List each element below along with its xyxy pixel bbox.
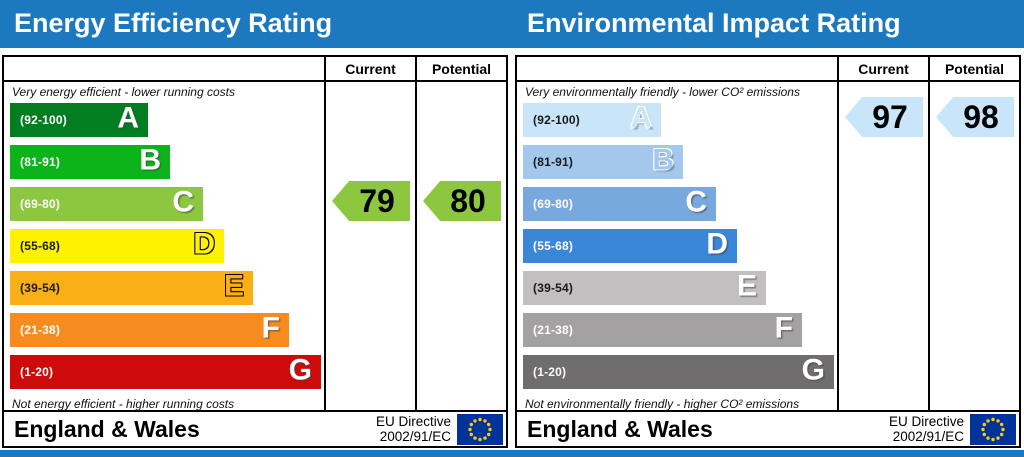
header-banner: Energy Efficiency Rating Environmental I… xyxy=(0,0,1024,48)
band-range: (69-80) xyxy=(533,197,574,211)
band-letter: G xyxy=(288,353,312,387)
band-g: (1-20) G xyxy=(10,353,321,389)
band-range: (21-38) xyxy=(533,323,574,337)
band-e: (39-54) E xyxy=(10,269,253,305)
panel-footer: England & Wales EU Directive 2002/91/EC xyxy=(4,410,506,446)
band-letter: B xyxy=(139,143,161,177)
band-a: (92-100) A xyxy=(10,101,148,137)
band-d: (55-68) D xyxy=(523,227,737,263)
band-range: (69-80) xyxy=(20,197,61,211)
band-b: (81-91) B xyxy=(10,143,170,179)
bottom-border-strip xyxy=(0,450,1024,457)
current-column-header: Current xyxy=(837,57,928,80)
band-range: (55-68) xyxy=(20,239,61,253)
band-letter: G xyxy=(801,353,825,387)
band-c: (69-80) C xyxy=(523,185,716,221)
potential-column-header: Potential xyxy=(928,57,1019,80)
environmental-impact-panel: Current Potential Very environmentally f… xyxy=(515,55,1021,448)
bottom-note: Not environmentally friendly - higher CO… xyxy=(525,397,800,411)
band-letter: A xyxy=(117,101,139,135)
eu-directive-line2: 2002/91/EC xyxy=(892,429,964,444)
bottom-note: Not energy efficient - higher running co… xyxy=(12,397,235,411)
band-range: (21-38) xyxy=(20,323,61,337)
energy-efficiency-panel: Current Potential Very energy efficient … xyxy=(2,55,508,448)
band-chart: Very environmentally friendly - lower CO… xyxy=(517,82,837,411)
band-g: (1-20) G xyxy=(523,353,834,389)
eu-directive-line1: EU Directive xyxy=(375,414,451,429)
band-range: (92-100) xyxy=(20,113,67,127)
header-spacer xyxy=(4,57,324,80)
potential-column-header: Potential xyxy=(415,57,506,80)
band-letter: B xyxy=(652,143,674,177)
band-letter: A xyxy=(630,101,652,135)
header-spacer xyxy=(517,57,837,80)
current-rating-value: 79 xyxy=(359,183,395,219)
band-range: (55-68) xyxy=(533,239,574,253)
band-letter: E xyxy=(223,269,244,303)
band-letter: D xyxy=(706,227,728,261)
band-range: (1-20) xyxy=(533,365,567,379)
potential-value-column: 80 xyxy=(415,82,506,410)
rating-body: Very environmentally friendly - lower CO… xyxy=(517,82,1019,411)
top-note: Very energy efficient - lower running co… xyxy=(12,85,235,99)
column-header-row: Current Potential xyxy=(517,57,1019,82)
band-range: (92-100) xyxy=(533,113,580,127)
band-a: (92-100) A xyxy=(523,101,661,137)
rating-body: Very energy efficient - lower running co… xyxy=(4,82,506,411)
panel-footer: England & Wales EU Directive 2002/91/EC xyxy=(517,410,1019,446)
region-label: England & Wales xyxy=(527,415,713,442)
band-range: (81-91) xyxy=(533,155,574,169)
page-title-environmental: Environmental Impact Rating xyxy=(527,8,901,38)
eu-directive-line1: EU Directive xyxy=(888,414,964,429)
band-range: (39-54) xyxy=(533,281,574,295)
band-letter: C xyxy=(685,185,707,219)
potential-rating-value: 98 xyxy=(963,99,999,135)
band-letter: E xyxy=(736,269,757,303)
band-d: (55-68) D xyxy=(10,227,224,263)
band-c: (69-80) C xyxy=(10,185,203,221)
top-note: Very environmentally friendly - lower CO… xyxy=(525,85,800,99)
eu-directive-label: EU Directive 2002/91/EC xyxy=(376,414,451,444)
region-label: England & Wales xyxy=(14,415,200,442)
current-column-header: Current xyxy=(324,57,415,80)
band-letter: F xyxy=(261,311,280,345)
band-range: (1-20) xyxy=(20,365,54,379)
band-f: (21-38) F xyxy=(523,311,802,347)
band-b: (81-91) B xyxy=(523,143,683,179)
band-range: (39-54) xyxy=(20,281,61,295)
column-header-row: Current Potential xyxy=(4,57,506,82)
band-chart: Very energy efficient - lower running co… xyxy=(4,82,324,411)
band-f: (21-38) F xyxy=(10,311,289,347)
eu-directive-label: EU Directive 2002/91/EC xyxy=(889,414,964,444)
eu-directive-line2: 2002/91/EC xyxy=(379,429,451,444)
band-letter: C xyxy=(172,185,194,219)
current-value-column: 79 xyxy=(324,82,415,410)
band-range: (81-91) xyxy=(20,155,61,169)
page-title-energy: Energy Efficiency Rating xyxy=(14,8,333,38)
current-rating-arrow: 79 xyxy=(332,181,410,221)
band-letter: F xyxy=(774,311,793,345)
current-rating-value: 97 xyxy=(872,99,908,135)
potential-rating-arrow: 80 xyxy=(423,181,501,221)
potential-rating-value: 80 xyxy=(450,183,486,219)
current-value-column: 97 xyxy=(837,82,928,410)
band-letter: D xyxy=(193,227,215,261)
eu-flag-icon xyxy=(970,413,1016,445)
potential-rating-arrow: 98 xyxy=(936,97,1014,137)
potential-value-column: 98 xyxy=(928,82,1019,410)
current-rating-arrow: 97 xyxy=(845,97,923,137)
band-e: (39-54) E xyxy=(523,269,766,305)
eu-flag-icon xyxy=(457,413,503,445)
